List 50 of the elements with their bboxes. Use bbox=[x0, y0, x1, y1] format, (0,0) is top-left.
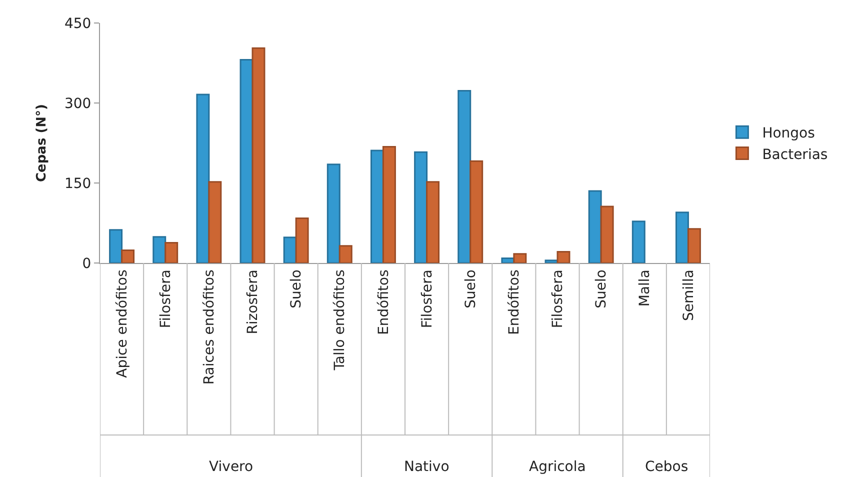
bar bbox=[501, 257, 515, 263]
x-tick-label: Endófitos bbox=[376, 270, 392, 335]
x-tick-label: Rizosfera bbox=[245, 270, 262, 334]
bar bbox=[382, 146, 396, 263]
bar bbox=[152, 236, 166, 263]
y-tick-label: 150 bbox=[64, 176, 92, 192]
x-tick-label: Raices endófitos bbox=[201, 270, 218, 385]
x-tick-label: Suelo bbox=[288, 270, 305, 308]
bar bbox=[252, 47, 266, 263]
x-tick-label: Suelo bbox=[594, 270, 610, 308]
bar bbox=[164, 242, 178, 263]
text: Vivero bbox=[209, 459, 254, 475]
y-tick-label: 300 bbox=[64, 96, 92, 112]
bar bbox=[588, 190, 602, 263]
text: Nativo bbox=[404, 459, 450, 475]
bar bbox=[338, 245, 352, 263]
x-tick-label: Semilla bbox=[680, 270, 697, 321]
x-tick-label: Filosfera bbox=[419, 270, 436, 328]
bar bbox=[208, 181, 222, 263]
x-tick-label: Endófitos bbox=[506, 270, 522, 335]
bar bbox=[687, 228, 701, 263]
x-tick-label: Apice endófitos bbox=[114, 270, 130, 378]
legend-label: Hongos bbox=[762, 126, 815, 142]
text: Agricola bbox=[529, 459, 586, 475]
bar bbox=[326, 164, 340, 263]
y-tick-label: 450 bbox=[64, 16, 92, 32]
bar bbox=[675, 212, 689, 263]
x-tick-label: Filosfera bbox=[550, 270, 566, 328]
bar bbox=[295, 217, 309, 263]
bar bbox=[458, 90, 472, 263]
bar bbox=[414, 151, 428, 263]
bar bbox=[544, 260, 558, 263]
bar bbox=[283, 236, 297, 263]
bar bbox=[600, 206, 614, 263]
bar bbox=[470, 160, 484, 263]
x-tick-label: Filosfera bbox=[158, 270, 174, 328]
legend-label: Bacterias bbox=[762, 146, 828, 163]
bar bbox=[196, 94, 210, 263]
bar bbox=[632, 220, 646, 263]
bar bbox=[556, 251, 570, 263]
x-tick-label: Suelo bbox=[462, 270, 479, 308]
x-tick-label: Malla bbox=[637, 270, 654, 307]
bar bbox=[121, 249, 135, 263]
x-tick-label: Tallo endófitos bbox=[332, 270, 348, 372]
y-axis-title: Cepas (N°) bbox=[34, 104, 50, 182]
y-tick-label: 0 bbox=[82, 256, 92, 272]
bar bbox=[109, 229, 123, 263]
text: Cebos bbox=[645, 459, 688, 475]
bar bbox=[513, 253, 527, 263]
bar bbox=[426, 181, 440, 263]
